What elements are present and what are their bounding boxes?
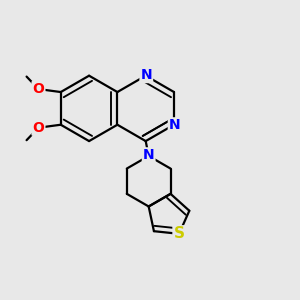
Text: N: N (169, 118, 180, 132)
Text: S: S (173, 226, 184, 241)
Text: N: N (143, 148, 154, 162)
Text: O: O (32, 82, 44, 96)
Text: O: O (32, 121, 44, 135)
Text: N: N (140, 68, 152, 82)
